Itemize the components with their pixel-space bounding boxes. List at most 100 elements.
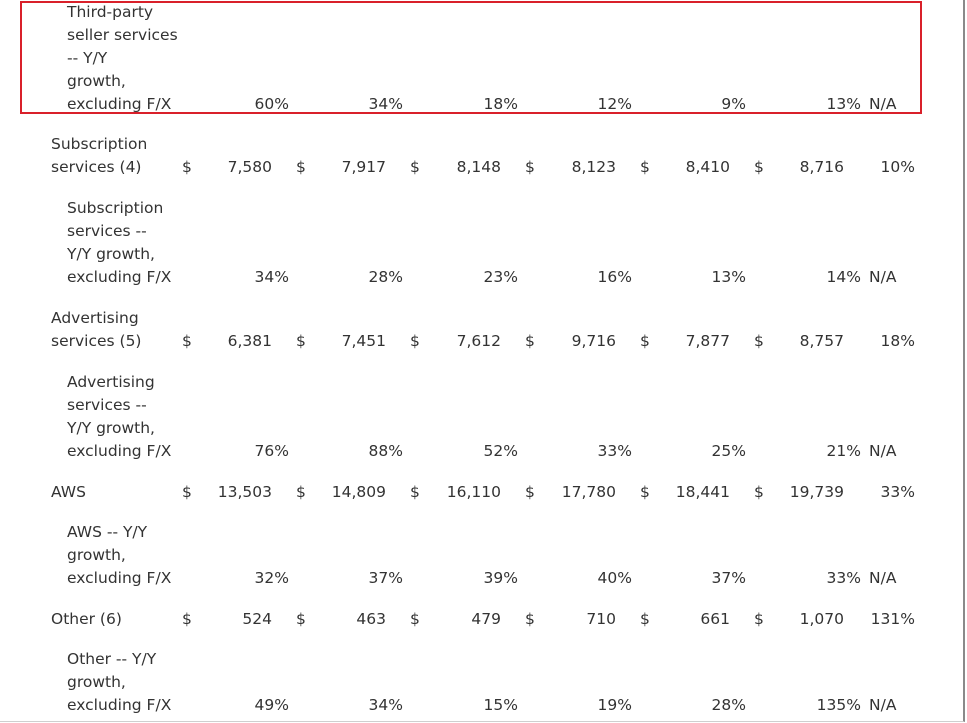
cell-change: N/A — [869, 268, 897, 286]
cell-value: 13,503 — [217, 483, 272, 501]
row-label: Y/Y growth, — [67, 245, 155, 263]
cell-value: 39% — [483, 569, 518, 587]
cell-value: 524 — [242, 610, 272, 628]
cell-value: 13% — [711, 268, 746, 286]
currency-symbol: $ — [410, 483, 420, 501]
cell-value: 661 — [700, 610, 730, 628]
row-label: services -- — [67, 222, 147, 240]
cell-value: 34% — [254, 268, 289, 286]
currency-symbol: $ — [410, 332, 420, 350]
cell-value: 135% — [816, 696, 861, 714]
cell-value: 32% — [254, 569, 289, 587]
cell-value: 463 — [356, 610, 386, 628]
currency-symbol: $ — [754, 158, 764, 176]
cell-value: 34% — [368, 696, 403, 714]
cell-value: 1,070 — [799, 610, 844, 628]
cell-value: 60% — [254, 95, 289, 113]
cell-change: N/A — [869, 442, 897, 460]
cell-value: 9,716 — [571, 332, 616, 350]
currency-symbol: $ — [182, 332, 192, 350]
cell-value: 18,441 — [675, 483, 730, 501]
row-label: Subscription — [67, 199, 164, 217]
currency-symbol: $ — [640, 332, 650, 350]
cell-value: 16% — [597, 268, 632, 286]
cell-value: 37% — [711, 569, 746, 587]
cell-value: 88% — [368, 442, 403, 460]
cell-value: 7,917 — [341, 158, 386, 176]
cell-change: N/A — [869, 696, 897, 714]
row-label: Third-party — [67, 3, 154, 21]
row-label: growth, — [67, 72, 126, 90]
highlight-box — [20, 1, 922, 114]
currency-symbol: $ — [640, 610, 650, 628]
cell-value: 23% — [483, 268, 518, 286]
row-label: growth, — [67, 673, 126, 691]
cell-change: 18% — [880, 332, 915, 350]
row-label: excluding F/X — [67, 696, 172, 714]
cell-value: 8,410 — [685, 158, 730, 176]
cell-value: 6,381 — [227, 332, 272, 350]
currency-symbol: $ — [182, 610, 192, 628]
cell-value: 12% — [597, 95, 632, 113]
cell-value: 16,110 — [446, 483, 501, 501]
cell-value: 8,716 — [799, 158, 844, 176]
row-label: excluding F/X — [67, 95, 172, 113]
currency-symbol: $ — [410, 610, 420, 628]
cell-value: 76% — [254, 442, 289, 460]
cell-value: 21% — [826, 442, 861, 460]
cell-value: 37% — [368, 569, 403, 587]
row-label: seller services — [67, 26, 178, 44]
cell-value: 710 — [586, 610, 616, 628]
cell-value: 7,451 — [341, 332, 386, 350]
cell-value: 479 — [471, 610, 501, 628]
currency-symbol: $ — [525, 158, 535, 176]
cell-change: 10% — [880, 158, 915, 176]
cell-value: 17,780 — [561, 483, 616, 501]
currency-symbol: $ — [525, 610, 535, 628]
cell-value: 7,877 — [685, 332, 730, 350]
row-label: Advertising — [51, 309, 139, 327]
row-label: AWS — [51, 483, 86, 501]
cell-value: 13% — [826, 95, 861, 113]
currency-symbol: $ — [754, 332, 764, 350]
cell-value: 33% — [826, 569, 861, 587]
currency-symbol: $ — [296, 332, 306, 350]
currency-symbol: $ — [182, 483, 192, 501]
cell-value: 52% — [483, 442, 518, 460]
cell-value: 19% — [597, 696, 632, 714]
row-label: Y/Y growth, — [67, 419, 155, 437]
currency-symbol: $ — [296, 610, 306, 628]
cell-value: 25% — [711, 442, 746, 460]
cell-value: 8,123 — [571, 158, 616, 176]
row-label: Other -- Y/Y — [67, 650, 157, 668]
row-label: Subscription — [51, 135, 148, 153]
cell-value: 40% — [597, 569, 632, 587]
currency-symbol: $ — [410, 158, 420, 176]
row-label: services (4) — [51, 158, 142, 176]
cell-change: N/A — [869, 569, 897, 587]
row-label: Other (6) — [51, 610, 122, 628]
row-label: AWS -- Y/Y — [67, 523, 148, 541]
row-label: -- Y/Y — [67, 49, 108, 67]
cell-value: 14,809 — [331, 483, 386, 501]
currency-symbol: $ — [754, 610, 764, 628]
cell-value: 8,148 — [456, 158, 501, 176]
cell-value: 28% — [368, 268, 403, 286]
row-label: growth, — [67, 546, 126, 564]
currency-symbol: $ — [296, 483, 306, 501]
cell-value: 9% — [721, 95, 746, 113]
cell-change: 131% — [870, 610, 915, 628]
row-label: services -- — [67, 396, 147, 414]
row-label: excluding F/X — [67, 268, 172, 286]
currency-symbol: $ — [182, 158, 192, 176]
row-label: excluding F/X — [67, 442, 172, 460]
row-label: excluding F/X — [67, 569, 172, 587]
cell-value: 34% — [368, 95, 403, 113]
cell-change: N/A — [869, 95, 897, 113]
row-label: Advertising — [67, 373, 155, 391]
cell-value: 49% — [254, 696, 289, 714]
currency-symbol: $ — [640, 158, 650, 176]
currency-symbol: $ — [754, 483, 764, 501]
cell-value: 28% — [711, 696, 746, 714]
